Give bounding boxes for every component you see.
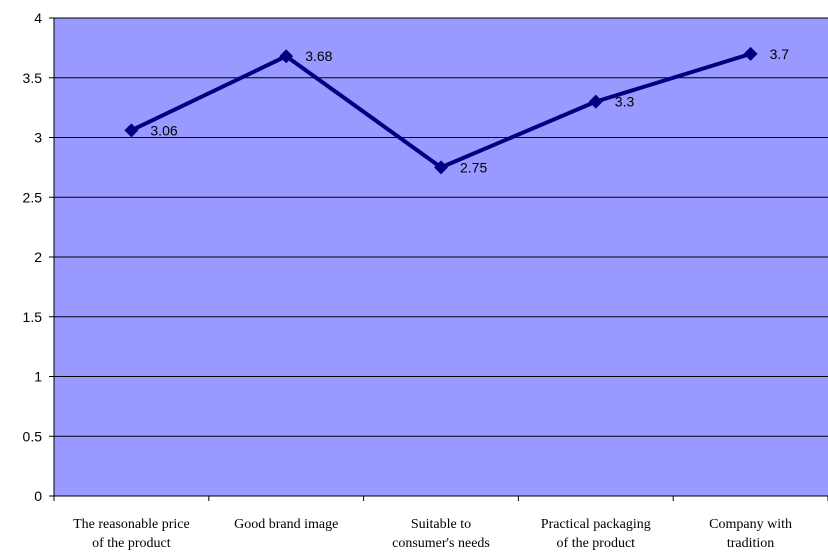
- y-tick-label: 3: [34, 130, 42, 146]
- data-label: 3.3: [615, 94, 635, 110]
- data-label: 3.06: [150, 122, 177, 138]
- data-point-marker: [588, 94, 603, 109]
- x-tick-label-line: Practical packaging: [541, 517, 651, 532]
- y-tick-label: 1.5: [23, 309, 43, 325]
- x-tick-label-line: of the product: [557, 536, 636, 551]
- y-tick-label: 4: [34, 10, 42, 26]
- data-label: 3.68: [305, 48, 332, 64]
- x-tick-label-line: tradition: [727, 536, 774, 551]
- y-tick-label: 3.5: [23, 70, 43, 86]
- y-tick-label: 1: [34, 369, 42, 385]
- x-tick-label: Good brand image: [234, 517, 338, 532]
- x-axis: The reasonable price of the product Good b…: [53, 495, 828, 551]
- y-tick-label: 0: [34, 488, 42, 504]
- y-tick-label: 2: [34, 249, 42, 265]
- data-point-marker: [279, 49, 294, 64]
- x-tick-label-line: of the product: [92, 536, 171, 551]
- series-line-group: [124, 46, 758, 175]
- x-tick-label-line: consumer's needs: [392, 536, 490, 551]
- x-tick-label-line: Good brand image: [234, 517, 338, 532]
- x-tick-label: The reasonable price of the product: [73, 517, 190, 551]
- gridlines: [54, 17, 828, 437]
- y-tick-label: 0.5: [23, 428, 43, 444]
- x-tick-label: Company with tradition: [709, 517, 792, 551]
- data-labels: 3.06 3.68 2.75 3.3 3.7: [150, 46, 789, 176]
- x-tick-label-line: Suitable to: [411, 517, 471, 532]
- data-point-marker: [124, 123, 139, 138]
- x-tick-label-line: The reasonable price: [73, 517, 190, 532]
- data-label: 2.75: [460, 159, 487, 175]
- x-tick-label-line: Company with: [709, 517, 792, 532]
- y-tick-label: 2.5: [23, 189, 43, 205]
- data-point-marker: [434, 160, 448, 175]
- x-tick-label: Suitable to consumer's needs: [392, 517, 490, 551]
- x-tick-label: Practical packaging of the product: [541, 517, 651, 551]
- y-axis: 0 0.5 1 1.5 2 2.5 3 3.5 4: [23, 10, 55, 504]
- data-point-marker: [743, 46, 758, 61]
- data-label: 3.7: [770, 46, 790, 62]
